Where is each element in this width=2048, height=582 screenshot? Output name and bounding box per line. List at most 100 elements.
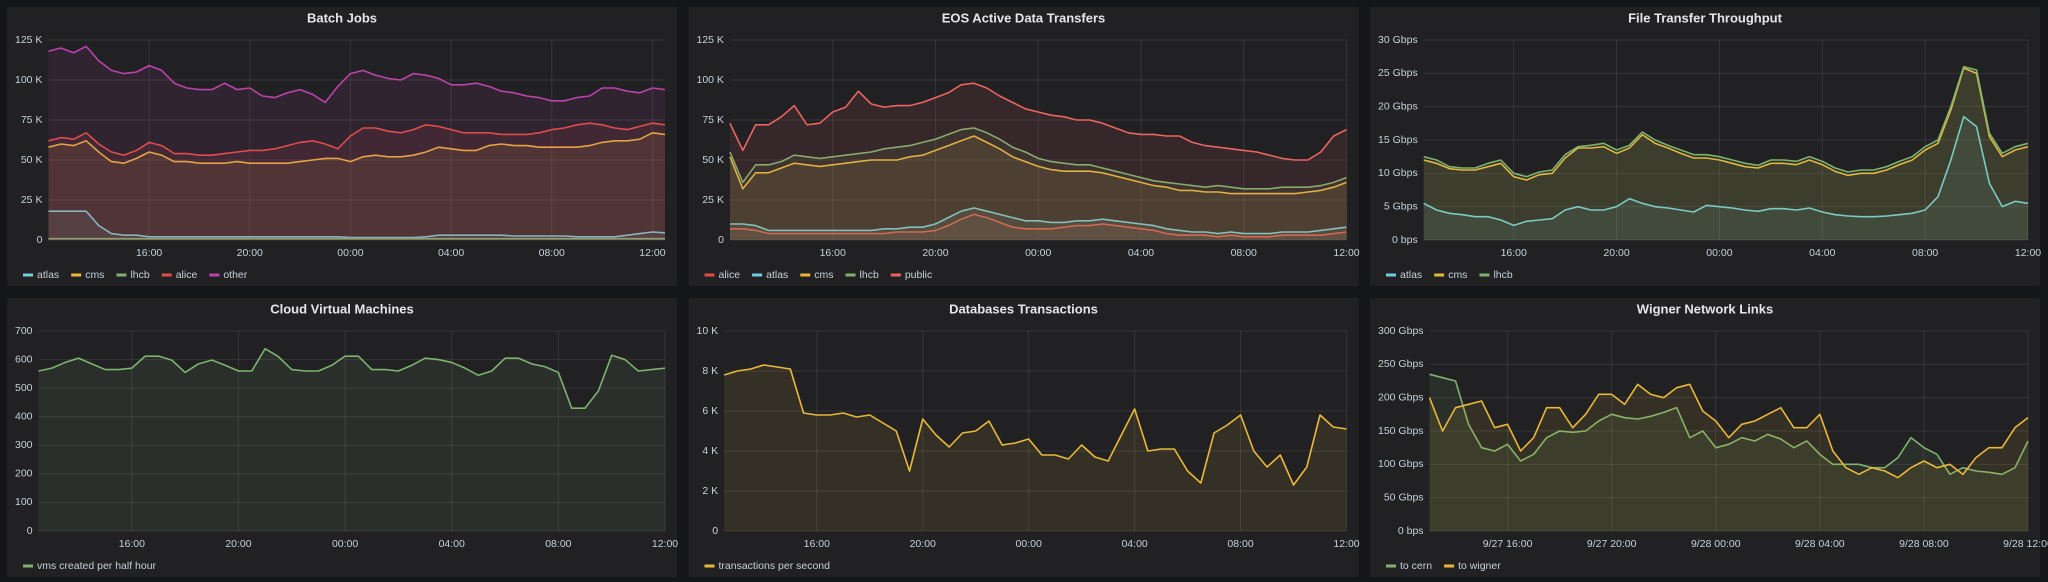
panel-background [1370, 298, 2040, 577]
y-tick-label: 10 Gbps [1378, 167, 1418, 179]
y-tick-label: 75 K [702, 114, 724, 126]
series-area [1423, 116, 2028, 240]
y-tick-label: 250 Gbps [1378, 358, 1424, 370]
x-tick-label: 08:00 [1231, 247, 1257, 259]
legend-swatch [1479, 273, 1490, 277]
y-tick-label: 200 Gbps [1378, 391, 1424, 403]
y-tick-label: 125 K [15, 34, 42, 46]
y-tick-label: 0 bps [1392, 234, 1418, 246]
y-tick-label: 500 [15, 382, 33, 394]
y-tick-label: 100 Gbps [1378, 458, 1424, 470]
series-line [729, 127, 1347, 190]
x-tick-label: 08:00 [1227, 538, 1253, 550]
y-tick-label: 0 [27, 525, 33, 537]
x-tick-label: 04:00 [1121, 538, 1147, 550]
panel-title: Wigner Network Links [1637, 301, 1773, 316]
series-line [38, 347, 666, 409]
x-tick-label: 08:00 [1912, 247, 1938, 259]
x-tick-label: 12:00 [639, 247, 665, 259]
x-tick-label: 16:00 [820, 247, 846, 259]
legend-swatch [890, 273, 901, 277]
y-tick-label: 700 [15, 325, 33, 337]
series-area [1429, 374, 2028, 531]
y-tick-label: 8 K [702, 365, 718, 377]
legend-label: to cern [1400, 560, 1432, 572]
legend-label: atlas [766, 269, 788, 281]
y-tick-label: 50 K [21, 154, 43, 166]
panel: Cloud Virtual Machines 0 100 200 300 400 500 60… [7, 298, 678, 577]
series-area [729, 128, 1347, 240]
panel-title: Databases Transactions [949, 301, 1098, 316]
x-tick-label: 16:00 [804, 538, 830, 550]
panel: File Transfer Throughput 0 bps 5 Gbps 10 Gb… [1370, 7, 2041, 286]
x-tick-label: 12:00 [2015, 247, 2041, 259]
y-tick-label: 4 K [702, 445, 718, 457]
x-tick-label: 04:00 [1128, 247, 1154, 259]
series-area [1423, 68, 2028, 240]
x-tick-label: 16:00 [119, 538, 145, 550]
series-area [38, 348, 665, 531]
x-tick-label: 9/28 12:00 [2003, 538, 2048, 550]
y-tick-label: 600 [15, 353, 33, 365]
x-tick-label: 20:00 [922, 247, 948, 259]
legend-swatch [752, 273, 763, 277]
x-tick-label: 00:00 [1706, 247, 1732, 259]
legend-swatch [1386, 273, 1396, 277]
y-tick-label: 100 K [15, 74, 42, 86]
y-tick-label: 0 [37, 234, 43, 246]
x-tick-label: 00:00 [1025, 247, 1051, 259]
x-tick-label: 9/27 20:00 [1587, 538, 1637, 550]
legend-label: lhcb [130, 269, 149, 281]
y-tick-label: 25 K [21, 194, 43, 206]
y-tick-label: 5 Gbps [1384, 200, 1418, 212]
panel: Wigner Network Links 0 bps 50 Gbps 100 Gbps… [1370, 298, 2048, 577]
series-line [729, 207, 1347, 235]
panel-background [7, 7, 677, 286]
x-tick-label: 00:00 [337, 247, 363, 259]
y-tick-label: 2 K [702, 485, 718, 497]
y-tick-label: 50 Gbps [1384, 491, 1424, 503]
series-line [48, 45, 666, 104]
panel-background [688, 298, 1359, 577]
legend-label: other [223, 269, 247, 281]
legend-label: atlas [37, 269, 59, 281]
x-tick-label: 12:00 [652, 538, 678, 550]
panel-title: Batch Jobs [307, 10, 377, 25]
x-tick-label: 16:00 [136, 247, 162, 259]
legend-label: lhcb [1493, 269, 1512, 281]
legend-swatch [209, 273, 220, 277]
x-tick-label: 9/28 08:00 [1899, 538, 1949, 550]
panel: Batch Jobs 0 25 K 50 K 75 K 100 K 125 K 16:00 20… [7, 7, 677, 286]
y-tick-label: 300 [15, 439, 33, 451]
series-line [48, 122, 666, 156]
panel: Databases Transactions 0 2 K 4 K 6 K 8 K 10 K 1… [688, 298, 1360, 577]
x-tick-label: 00:00 [1016, 538, 1042, 550]
x-tick-label: 9/27 16:00 [1483, 538, 1533, 550]
x-tick-label: 00:00 [332, 538, 358, 550]
legend-swatch [1386, 564, 1396, 568]
x-tick-label: 12:00 [1333, 538, 1359, 550]
y-tick-label: 25 Gbps [1378, 67, 1418, 79]
y-tick-label: 125 K [697, 34, 724, 46]
legend-label: alice [719, 269, 741, 281]
legend-label: vms created per half hour [37, 560, 157, 572]
series-area [48, 123, 665, 240]
legend-swatch [1434, 273, 1445, 277]
series-line [48, 132, 666, 164]
legend-swatch [161, 273, 172, 277]
legend-swatch [116, 273, 127, 277]
panel-title: File Transfer Throughput [1628, 10, 1783, 25]
legend-label: atlas [1400, 269, 1422, 281]
y-tick-label: 0 bps [1398, 525, 1424, 537]
legend-swatch [704, 564, 715, 568]
panel-title: EOS Active Data Transfers [942, 10, 1106, 25]
legend-swatch [845, 273, 856, 277]
series-line [1423, 67, 2029, 181]
x-tick-label: 20:00 [1603, 247, 1629, 259]
series-line [1429, 373, 2029, 476]
series-area [48, 132, 665, 240]
series-line [729, 213, 1347, 238]
x-tick-label: 08:00 [545, 538, 571, 550]
panel-background [688, 7, 1359, 286]
